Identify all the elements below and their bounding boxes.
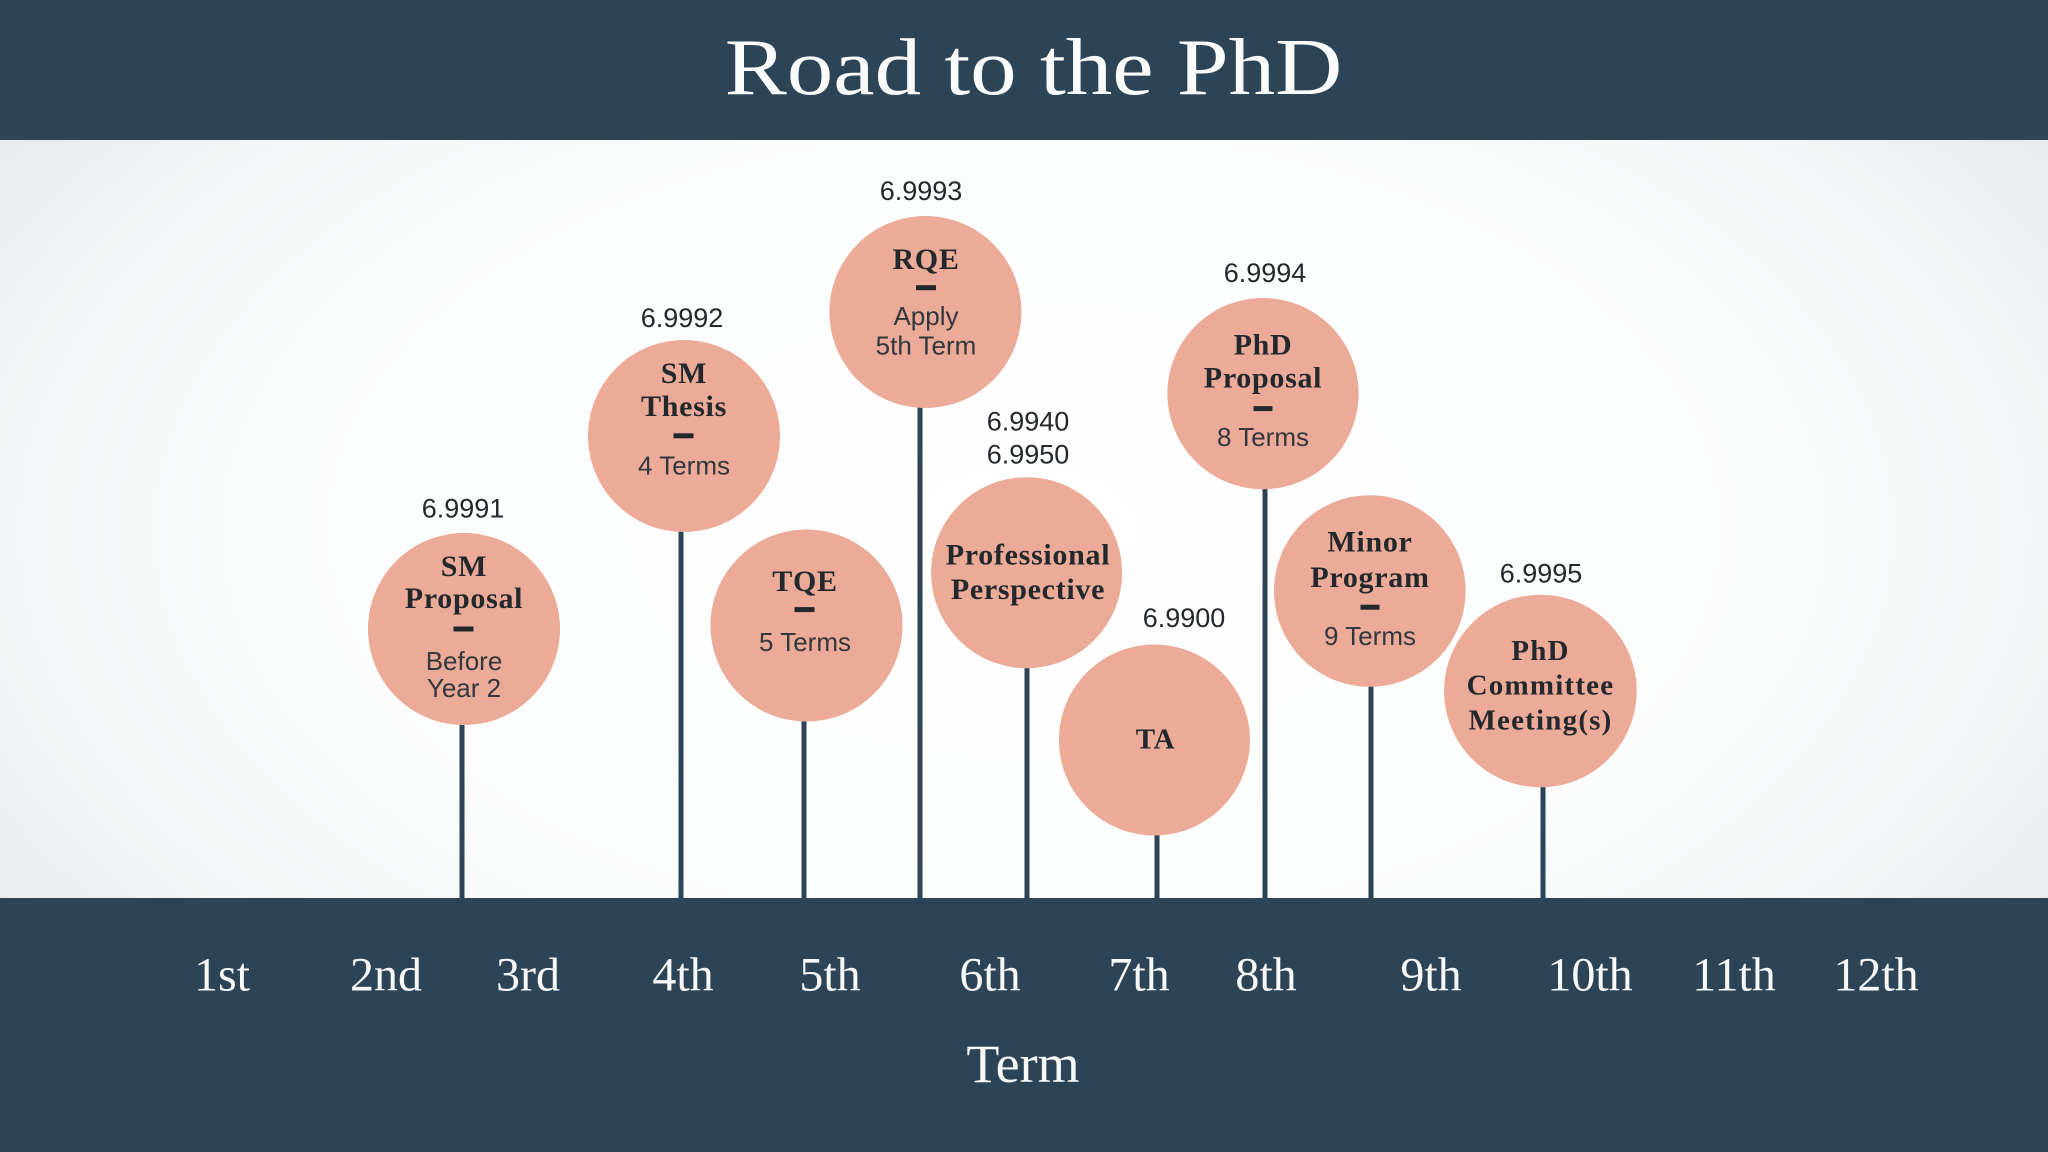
- svg-text:6.9900: 6.9900: [1143, 603, 1226, 633]
- svg-text:5th Term: 5th Term: [876, 331, 977, 361]
- svg-text:Committee: Committee: [1467, 669, 1615, 701]
- svg-text:TA: TA: [1136, 724, 1176, 756]
- svg-text:5 Terms: 5 Terms: [759, 627, 851, 657]
- svg-text:PhD: PhD: [1234, 329, 1293, 362]
- svg-text:6.9950: 6.9950: [987, 440, 1070, 470]
- svg-text:PhD: PhD: [1511, 635, 1569, 667]
- svg-text:8th: 8th: [1235, 949, 1296, 1002]
- svg-text:9th: 9th: [1400, 949, 1461, 1002]
- svg-text:12th: 12th: [1833, 949, 1918, 1002]
- svg-text:TQE: TQE: [772, 565, 837, 598]
- svg-text:1st: 1st: [194, 949, 251, 1002]
- svg-text:Proposal: Proposal: [405, 582, 523, 615]
- svg-text:SM: SM: [441, 550, 487, 583]
- svg-text:Perspective: Perspective: [951, 573, 1105, 606]
- svg-text:4th: 4th: [652, 949, 713, 1002]
- svg-text:Professional: Professional: [946, 539, 1111, 572]
- svg-text:6.9940: 6.9940: [987, 407, 1070, 437]
- svg-text:10th: 10th: [1547, 949, 1632, 1002]
- svg-text:SM: SM: [661, 357, 707, 390]
- svg-text:6th: 6th: [959, 949, 1020, 1002]
- svg-text:Minor: Minor: [1327, 525, 1412, 558]
- svg-text:7th: 7th: [1108, 949, 1169, 1002]
- svg-text:Term: Term: [966, 1034, 1079, 1094]
- svg-text:Program: Program: [1310, 561, 1429, 594]
- svg-text:4 Terms: 4 Terms: [638, 450, 730, 480]
- svg-text:6.9993: 6.9993: [880, 176, 963, 206]
- svg-text:6.9992: 6.9992: [641, 303, 724, 333]
- svg-text:Thesis: Thesis: [641, 390, 727, 423]
- svg-text:Apply: Apply: [893, 301, 958, 331]
- svg-text:Road to the PhD: Road to the PhD: [725, 23, 1343, 112]
- svg-text:8 Terms: 8 Terms: [1217, 422, 1309, 452]
- svg-text:9 Terms: 9 Terms: [1324, 621, 1416, 651]
- svg-text:Proposal: Proposal: [1204, 362, 1322, 395]
- svg-text:2nd: 2nd: [350, 949, 422, 1002]
- svg-text:Before: Before: [426, 646, 503, 676]
- svg-text:6.9991: 6.9991: [422, 494, 505, 524]
- svg-text:Year 2: Year 2: [427, 673, 501, 703]
- svg-text:RQE: RQE: [892, 243, 959, 276]
- svg-text:6.9995: 6.9995: [1500, 559, 1583, 589]
- svg-text:6.9994: 6.9994: [1224, 258, 1307, 288]
- svg-text:11th: 11th: [1692, 949, 1776, 1002]
- svg-text:3rd: 3rd: [496, 949, 560, 1002]
- svg-text:Meeting(s): Meeting(s): [1468, 704, 1612, 736]
- svg-text:5th: 5th: [799, 949, 860, 1002]
